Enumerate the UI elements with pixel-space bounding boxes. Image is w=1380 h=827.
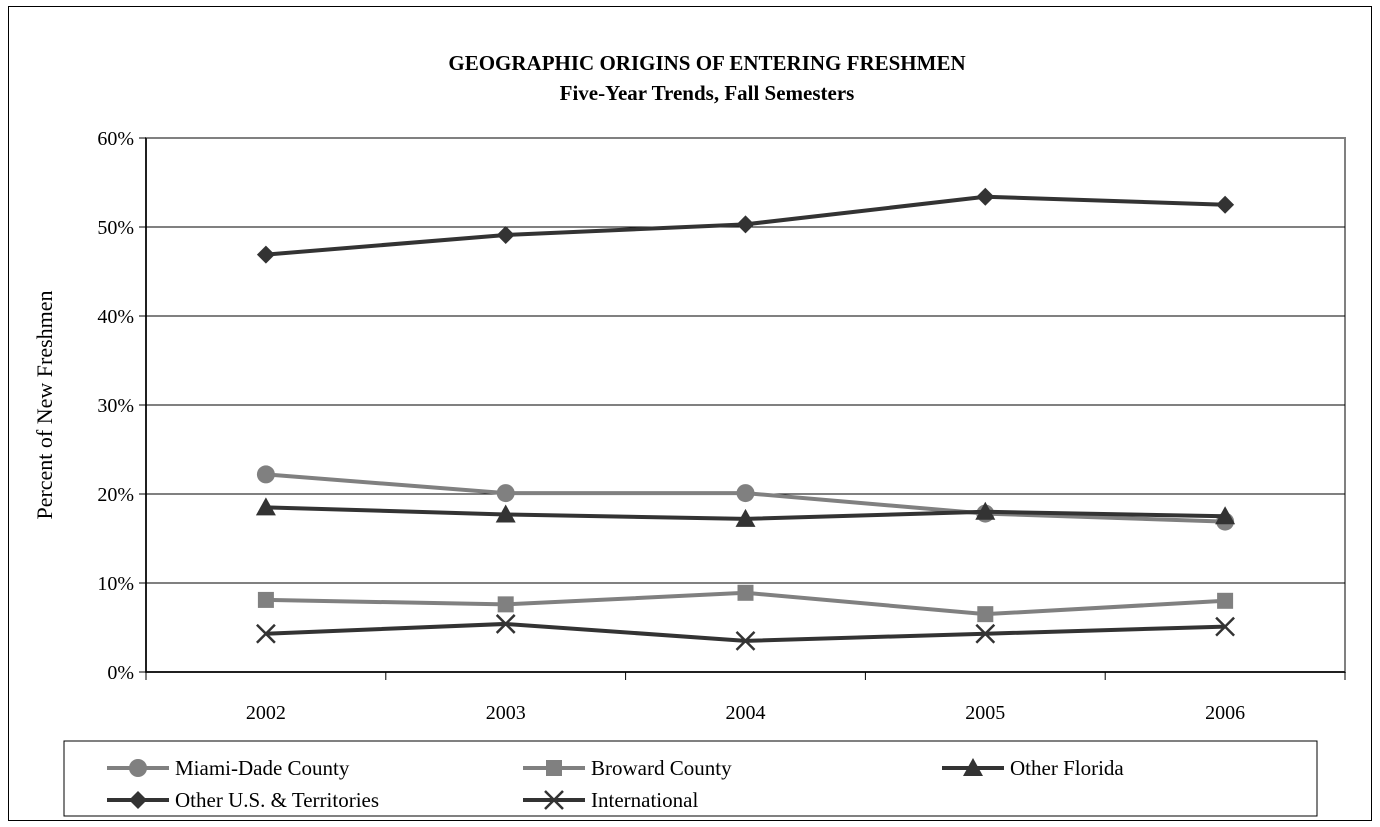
data-point	[737, 584, 754, 601]
plot-area: 0% 10% 20% 30% 40% 50% 60% 2002 2003 2004 2005 2006	[97, 128, 1346, 724]
data-point	[977, 606, 994, 623]
data-point	[496, 484, 515, 503]
legend-label: Other U.S. & Territories	[175, 788, 379, 812]
legend-label: Miami-Dade County	[175, 756, 350, 780]
data-point	[735, 630, 756, 651]
data-point	[735, 508, 756, 527]
legend-marker	[129, 791, 147, 809]
legend-marker	[544, 790, 564, 810]
chart-title: GEOGRAPHIC ORIGINS OF ENTERING FRESHMEN	[448, 51, 965, 75]
x-tick-label: 2004	[726, 702, 766, 724]
y-tick-label: 0%	[107, 662, 134, 684]
legend-label: Other Florida	[1010, 756, 1124, 780]
data-point	[495, 504, 516, 523]
data-point	[497, 596, 514, 613]
data-point	[736, 215, 755, 234]
data-point	[256, 623, 276, 644]
legend-label: Broward County	[591, 756, 732, 780]
y-tick-label: 10%	[97, 573, 134, 595]
legend: Miami-Dade County Broward County Other Flo…	[63, 740, 1318, 817]
x-tick-label: 2002	[246, 702, 286, 724]
y-tick-label: 40%	[97, 306, 134, 328]
y-tick-label: 30%	[97, 395, 134, 417]
data-point	[1217, 592, 1234, 609]
data-point	[256, 245, 275, 264]
data-point	[736, 484, 755, 503]
data-point	[255, 497, 276, 516]
data-point	[496, 226, 515, 245]
legend-box	[63, 740, 1318, 817]
y-tick-label: 20%	[97, 484, 134, 506]
data-point	[975, 501, 996, 520]
x-tick-label: 2003	[486, 702, 526, 724]
y-axis-title: Percent of New Freshmen	[32, 290, 57, 519]
legend-marker	[129, 759, 147, 777]
data-point	[1215, 506, 1236, 525]
data-point	[1216, 195, 1235, 214]
data-point	[256, 465, 275, 484]
chart-frame	[8, 6, 1372, 821]
data-point	[1215, 616, 1235, 637]
data-point	[495, 614, 516, 634]
legend-label: International	[591, 788, 698, 812]
x-tick-label: 2005	[965, 702, 1005, 724]
data-point	[257, 591, 274, 608]
y-tick-label: 60%	[97, 128, 134, 150]
series-line	[265, 621, 1226, 643]
legend-marker	[546, 760, 562, 776]
x-tick-label: 2006	[1205, 702, 1245, 724]
y-tick-label: 50%	[97, 217, 134, 239]
legend-marker	[963, 758, 983, 776]
chart-subtitle: Five-Year Trends, Fall Semesters	[560, 81, 855, 105]
data-point	[975, 623, 996, 644]
data-point	[976, 187, 995, 206]
